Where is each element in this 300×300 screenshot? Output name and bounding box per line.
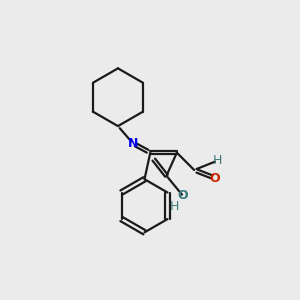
Text: O: O <box>210 172 220 184</box>
Text: H: H <box>170 200 179 213</box>
Text: O: O <box>177 189 188 202</box>
Text: N: N <box>128 137 138 150</box>
Text: H: H <box>213 154 222 167</box>
